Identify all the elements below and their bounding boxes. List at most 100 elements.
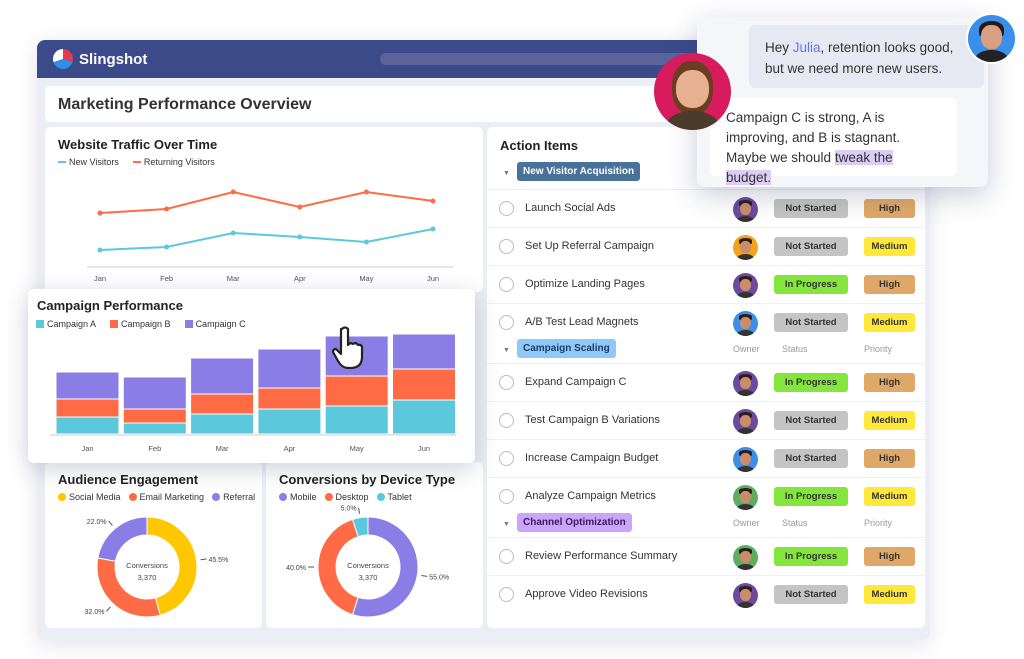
priority-badge[interactable]: High: [864, 199, 915, 218]
collapse-caret-icon[interactable]: ▼: [503, 347, 510, 354]
chat-message-2: Campaign C is strong, A is improving, an…: [710, 98, 957, 185]
legend-campaign-b: Campaign B: [110, 319, 171, 329]
logo[interactable]: Slingshot: [53, 49, 147, 69]
task-checkbox[interactable]: [499, 549, 514, 564]
slice-referral: [97, 516, 148, 562]
owner-avatar[interactable]: [733, 273, 758, 298]
action-items-title: Action Items: [500, 138, 579, 153]
priority-badge[interactable]: High: [864, 373, 915, 392]
task-row[interactable]: Approve Video Revisions Not Started Medium: [487, 575, 925, 613]
priority-header: Priority: [864, 518, 893, 528]
audience-title: Audience Engagement: [58, 472, 199, 487]
status-badge[interactable]: Not Started: [774, 237, 848, 256]
data-point: [297, 234, 303, 240]
legend-referral: Referral: [212, 492, 255, 502]
task-name[interactable]: Launch Social Ads: [525, 202, 616, 214]
group-tag[interactable]: Campaign Scaling: [517, 339, 616, 358]
owner-avatar[interactable]: [733, 197, 758, 222]
priority-badge[interactable]: High: [864, 275, 915, 294]
x-tick-label: Jan: [94, 274, 106, 283]
owner-avatar[interactable]: [733, 371, 758, 396]
bar-mar-campaign-b: [190, 393, 255, 415]
task-row[interactable]: Test Campaign B Variations Not Started Med…: [487, 401, 925, 439]
owner-avatar[interactable]: [733, 235, 758, 260]
collapse-caret-icon[interactable]: ▼: [503, 521, 510, 528]
priority-badge[interactable]: Medium: [864, 313, 915, 332]
owner-avatar[interactable]: [733, 311, 758, 336]
bar-mar-campaign-c: [190, 357, 255, 395]
task-checkbox[interactable]: [499, 587, 514, 602]
x-tick-label: May: [350, 444, 364, 453]
task-name[interactable]: Expand Campaign C: [525, 376, 627, 388]
task-row[interactable]: Analyze Campaign Metrics In Progress Mediu…: [487, 477, 925, 515]
task-row[interactable]: Set Up Referral Campaign Not Started Mediu…: [487, 227, 925, 265]
owner-avatar[interactable]: [733, 583, 758, 608]
status-badge[interactable]: Not Started: [774, 313, 848, 332]
owner-avatar[interactable]: [733, 485, 758, 510]
task-checkbox[interactable]: [499, 239, 514, 254]
status-badge[interactable]: Not Started: [774, 411, 848, 430]
status-badge[interactable]: Not Started: [774, 449, 848, 468]
task-checkbox[interactable]: [499, 375, 514, 390]
owner-avatar[interactable]: [733, 409, 758, 434]
avatar-julia: [654, 53, 731, 130]
owner-avatar[interactable]: [733, 545, 758, 570]
bar-mar-campaign-a: [190, 413, 255, 435]
task-name[interactable]: Analyze Campaign Metrics: [525, 490, 656, 502]
task-row[interactable]: Launch Social Ads Not Started High: [487, 189, 925, 227]
task-name[interactable]: Test Campaign B Variations: [525, 414, 660, 426]
task-row[interactable]: Expand Campaign C In Progress High: [487, 363, 925, 401]
status-badge[interactable]: In Progress: [774, 373, 848, 392]
task-row[interactable]: Review Performance Summary In Progress Hig…: [487, 537, 925, 575]
slice-label: 5.0%: [341, 506, 357, 513]
data-point: [430, 226, 436, 232]
task-name[interactable]: Set Up Referral Campaign: [525, 240, 655, 252]
task-name[interactable]: A/B Test Lead Magnets: [525, 316, 639, 328]
chat-popup: Hey Julia, retention looks good, but we …: [697, 17, 988, 187]
task-checkbox[interactable]: [499, 413, 514, 428]
owner-avatar[interactable]: [733, 447, 758, 472]
task-row[interactable]: Increase Campaign Budget Not Started High: [487, 439, 925, 477]
task-row[interactable]: A/B Test Lead Magnets Not Started Medium: [487, 303, 925, 341]
slice-label: 22.0%: [87, 519, 107, 526]
legend-social-media: Social Media: [58, 492, 121, 502]
task-name[interactable]: Review Performance Summary: [525, 550, 678, 562]
search-bar[interactable]: [380, 53, 700, 65]
group-tag[interactable]: Channel Optimization: [517, 513, 632, 532]
priority-badge[interactable]: Medium: [864, 487, 915, 506]
status-badge[interactable]: In Progress: [774, 487, 848, 506]
task-name[interactable]: Increase Campaign Budget: [525, 452, 659, 464]
bar-jun-campaign-c: [392, 333, 456, 370]
device-card: Conversions by Device Type Mobile Desktop…: [266, 462, 483, 628]
group-tag[interactable]: New Visitor Acquisition: [517, 162, 641, 181]
priority-badge[interactable]: Medium: [864, 585, 915, 604]
task-checkbox[interactable]: [499, 201, 514, 216]
priority-badge[interactable]: Medium: [864, 237, 915, 256]
bar-feb-campaign-c: [122, 376, 187, 410]
task-checkbox[interactable]: [499, 451, 514, 466]
status-badge[interactable]: Not Started: [774, 585, 848, 604]
status-badge[interactable]: In Progress: [774, 547, 848, 566]
status-badge[interactable]: In Progress: [774, 275, 848, 294]
priority-badge[interactable]: High: [864, 449, 915, 468]
audience-donut: 45.5% 32.0% 22.0%: [85, 516, 228, 618]
series-line-returning: [99, 190, 434, 214]
priority-header: Priority: [864, 344, 893, 354]
task-checkbox[interactable]: [499, 489, 514, 504]
slice-tablet: [351, 516, 369, 538]
task-name[interactable]: Approve Video Revisions: [525, 588, 648, 600]
collapse-caret-icon[interactable]: ▼: [503, 170, 510, 177]
data-point: [164, 206, 170, 212]
slice-leader: [421, 574, 428, 577]
mention-julia[interactable]: Julia: [792, 40, 821, 55]
task-checkbox[interactable]: [499, 277, 514, 292]
traffic-card: Website Traffic Over Time New Visitors R…: [45, 127, 483, 292]
priority-badge[interactable]: High: [864, 547, 915, 566]
task-checkbox[interactable]: [499, 315, 514, 330]
task-name[interactable]: Optimize Landing Pages: [525, 278, 645, 290]
traffic-legend: New Visitors Returning Visitors: [58, 157, 215, 167]
slice-leader: [200, 558, 207, 561]
task-row[interactable]: Optimize Landing Pages In Progress High: [487, 265, 925, 303]
priority-badge[interactable]: Medium: [864, 411, 915, 430]
status-badge[interactable]: Not Started: [774, 199, 848, 218]
